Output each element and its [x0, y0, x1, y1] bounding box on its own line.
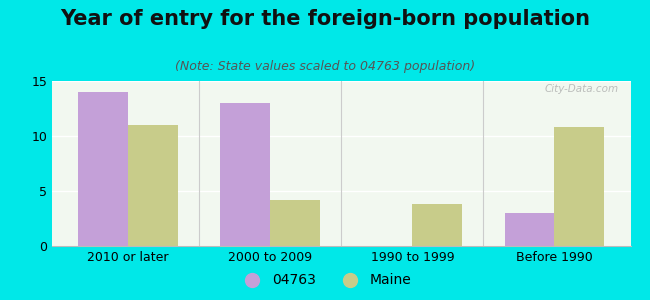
Text: Year of entry for the foreign-born population: Year of entry for the foreign-born popul… — [60, 9, 590, 29]
Bar — [78, 92, 128, 246]
Bar — [504, 213, 554, 246]
Legend: 04763, Maine: 04763, Maine — [233, 268, 417, 293]
Bar — [412, 204, 462, 246]
Text: City-Data.com: City-Data.com — [545, 84, 619, 94]
Bar — [270, 200, 320, 246]
Text: (Note: State values scaled to 04763 population): (Note: State values scaled to 04763 popu… — [175, 60, 475, 73]
Bar — [554, 127, 604, 246]
Bar — [220, 103, 270, 246]
Bar — [128, 125, 178, 246]
